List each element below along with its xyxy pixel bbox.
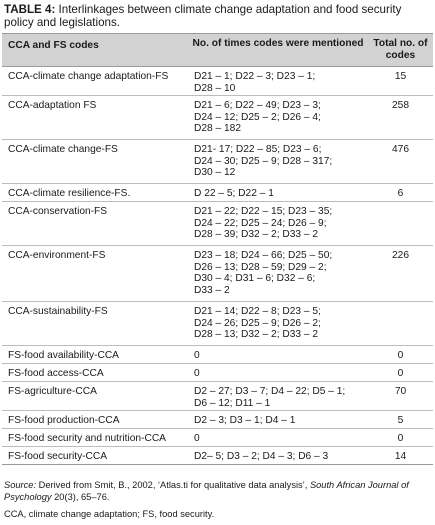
cell-code: FS-food access-CCA — [8, 368, 104, 379]
table-row: FS-food production-CCA D2 – 3; D3 – 1; D4… — [2, 411, 433, 429]
cell-code: CCA-environment-FS — [8, 250, 106, 261]
mentions-line: D28 – 39; D32 – 2; D33 – 2 — [194, 229, 319, 241]
table-row: CCA-sustainability-FS D21 – 14; D22 – 8; … — [2, 302, 433, 346]
abbreviations-note: CCA, climate change adaptation; FS, food… — [4, 509, 215, 519]
header-codes: CCA and FS codes — [8, 40, 99, 51]
cell-total: 476 — [392, 144, 409, 155]
cell-mentions: D 22 – 5; D22 – 1 — [188, 184, 368, 201]
table-row: FS-agriculture-CCA D2 – 27; D3 – 7; D4 – … — [2, 382, 433, 411]
cell-total: 70 — [394, 386, 407, 397]
cell-code: FS-food availability-CCA — [8, 350, 119, 361]
mentions-line: D26 – 13; D28 – 59; D29 – 2; — [194, 261, 327, 273]
table-row: CCA-conservation-FS D21 – 22; D22 – 15; D… — [2, 202, 433, 246]
mentions-line: 0 — [194, 433, 200, 444]
table-row: CCA-climate change-FS D21- 17; D22 – 85; … — [2, 140, 433, 184]
mentions-line: D21 – 1; D22 – 3; D23 – 1; — [194, 71, 316, 82]
table-row: FS-food security and nutrition-CCA 0 0 — [2, 429, 433, 447]
table-caption-label: TABLE 4: — [4, 3, 56, 16]
cell-code: CCA-conservation-FS — [8, 206, 108, 217]
header-mentions: No. of times codes were mentioned — [192, 38, 364, 49]
cell-mentions: D21 – 22; D22 – 15; D23 – 35; D24 – 22; D… — [188, 202, 368, 245]
table-row: CCA-adaptation FS D21 – 6; D22 – 49; D23 … — [2, 96, 433, 140]
cell-mentions: 0 — [188, 346, 368, 363]
cell-total: 14 — [394, 451, 407, 462]
mentions-line: D24 – 12; D25 – 2; D26 – 4; — [194, 111, 321, 123]
cell-mentions: D2 – 3; D3 – 1; D4 – 1 — [188, 411, 368, 428]
mentions-line: D33 – 2 — [194, 284, 230, 296]
table-header-row: CCA and FS codes No. of times codes were… — [2, 33, 433, 67]
cell-mentions: 0 — [188, 364, 368, 381]
source-text-before: Derived from Smit, B., 2002, ‘Atlas.ti f… — [38, 480, 308, 490]
mentions-line: D2 – 27; D3 – 7; D4 – 22; D5 – 1; — [194, 386, 346, 397]
table-row: CCA-climate change adaptation-FS D21 – 1;… — [2, 67, 433, 96]
cell-code: CCA-climate change-FS — [8, 144, 118, 155]
mentions-line: D28 – 13; D32 – 2; D33 – 2 — [194, 329, 319, 341]
source-journal: South African Journal of Psychology — [4, 480, 409, 502]
mentions-line: D28 – 10 — [194, 82, 236, 94]
data-table: CCA and FS codes No. of times codes were… — [2, 33, 433, 465]
cell-mentions: D21- 17; D22 – 85; D23 – 6; D24 – 30; D25… — [188, 140, 368, 183]
cell-code: FS-food security-CCA — [8, 451, 108, 462]
cell-code: FS-food production-CCA — [8, 415, 120, 426]
cell-total: 226 — [392, 250, 409, 261]
cell-total — [368, 302, 433, 345]
header-total: Total no. of codes — [373, 38, 428, 61]
cell-code: CCA-climate resilience-FS. — [8, 188, 131, 199]
cell-code: CCA-adaptation FS — [8, 100, 97, 111]
mentions-line: D28 – 182 — [194, 123, 242, 135]
table-row: FS-food access-CCA 0 0 — [2, 364, 433, 382]
cell-code: FS-agriculture-CCA — [8, 386, 97, 397]
table-row: FS-food availability-CCA 0 0 — [2, 346, 433, 364]
mentions-line: D21 – 14; D22 – 8; D23 – 5; — [194, 306, 321, 317]
cell-mentions: D2– 5; D3 – 2; D4 – 3; D6 – 3 — [188, 447, 368, 464]
cell-total: 15 — [394, 71, 407, 82]
cell-total: 0 — [397, 433, 404, 444]
cell-total: 0 — [397, 350, 404, 361]
mentions-line: D30 – 12 — [194, 167, 236, 179]
cell-total — [368, 202, 433, 245]
table-caption-text: Interlinkages between climate change ada… — [4, 3, 402, 29]
mentions-line: D6 – 12; D11 – 1 — [194, 397, 271, 409]
table-row: FS-food security-CCA D2– 5; D3 – 2; D4 – … — [2, 447, 433, 465]
mentions-line: D21 – 6; D22 – 49; D23 – 3; — [194, 100, 321, 111]
cell-mentions: D2 – 27; D3 – 7; D4 – 22; D5 – 1; D6 – 12… — [188, 382, 368, 410]
mentions-line: 0 — [194, 368, 200, 379]
cell-total: 0 — [397, 368, 404, 379]
mentions-line: D 22 – 5; D22 – 1 — [194, 188, 274, 199]
mentions-line: D21- 17; D22 – 85; D23 – 6; — [194, 144, 322, 155]
cell-code: CCA-sustainability-FS — [8, 306, 108, 317]
table-caption: TABLE 4: Interlinkages between climate c… — [4, 3, 432, 29]
source-text-after: 20(3), 65–76. — [54, 492, 110, 502]
table-body: CCA-climate change adaptation-FS D21 – 1;… — [2, 67, 433, 465]
mentions-line: D24 – 22; D25 – 24; D26 – 9; — [194, 217, 327, 229]
mentions-line: 0 — [194, 350, 200, 361]
cell-mentions: D21 – 1; D22 – 3; D23 – 1; D28 – 10 — [188, 67, 368, 95]
cell-code: CCA-climate change adaptation-FS — [8, 71, 169, 82]
table-row: CCA-environment-FS D23 – 18; D24 – 66; D2… — [2, 246, 433, 302]
mentions-line: D24 – 26; D25 – 9; D26 – 2; — [194, 317, 321, 329]
source-label: Source: — [4, 480, 37, 490]
cell-total: 6 — [397, 188, 404, 199]
cell-total: 5 — [397, 415, 404, 426]
table-source-note: Source: Derived from Smit, B., 2002, ‘At… — [4, 479, 432, 503]
table-row: CCA-climate resilience-FS. D 22 – 5; D22 … — [2, 184, 433, 202]
cell-total: 258 — [392, 100, 409, 111]
cell-mentions: D23 – 18; D24 – 66; D25 – 50; D26 – 13; D… — [188, 246, 368, 301]
mentions-line: D2 – 3; D3 – 1; D4 – 1 — [194, 415, 296, 426]
mentions-line: D30 – 4; D31 – 6; D32 – 6; — [194, 273, 316, 285]
cell-mentions: 0 — [188, 429, 368, 446]
cell-code: FS-food security and nutrition-CCA — [8, 433, 166, 444]
mentions-line: D23 – 18; D24 – 66; D25 – 50; — [194, 250, 333, 261]
mentions-line: D21 – 22; D22 – 15; D23 – 35; — [194, 206, 333, 217]
mentions-line: D24 – 30; D25 – 9; D28 – 317; — [194, 155, 333, 167]
cell-mentions: D21 – 6; D22 – 49; D23 – 3; D24 – 12; D25… — [188, 96, 368, 139]
cell-mentions: D21 – 14; D22 – 8; D23 – 5; D24 – 26; D25… — [188, 302, 368, 345]
mentions-line: D2– 5; D3 – 2; D4 – 3; D6 – 3 — [194, 451, 329, 462]
